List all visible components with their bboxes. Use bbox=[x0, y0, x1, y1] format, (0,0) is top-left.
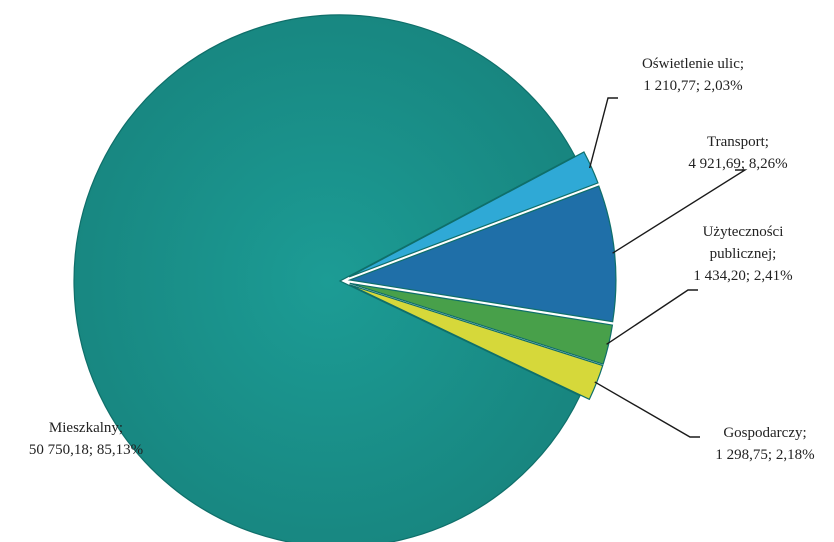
pie-slice-transport bbox=[347, 185, 617, 323]
pie-slice-u-yteczno-ci-publicznej bbox=[349, 282, 614, 365]
slice-label: Transport; 4 921,69; 8,26% bbox=[688, 134, 787, 172]
pie-slice-mieszkalny bbox=[73, 14, 581, 542]
slice-label: Mieszkalny; 50 750,18; 85,13% bbox=[29, 420, 143, 458]
slice-label: Oświetlenie ulic; 1 210,77; 2,03% bbox=[642, 56, 744, 94]
pie-slice-o-wietlenie-ulic bbox=[348, 151, 599, 278]
leader-line bbox=[606, 289, 698, 345]
slice-label: Gospodarczy; 1 298,75; 2,18% bbox=[715, 425, 814, 463]
leader-line bbox=[612, 169, 748, 254]
slice-label: Użyteczności publicznej; 1 434,20; 2,41% bbox=[693, 224, 792, 284]
leader-line bbox=[588, 97, 618, 169]
leader-line bbox=[594, 381, 700, 438]
